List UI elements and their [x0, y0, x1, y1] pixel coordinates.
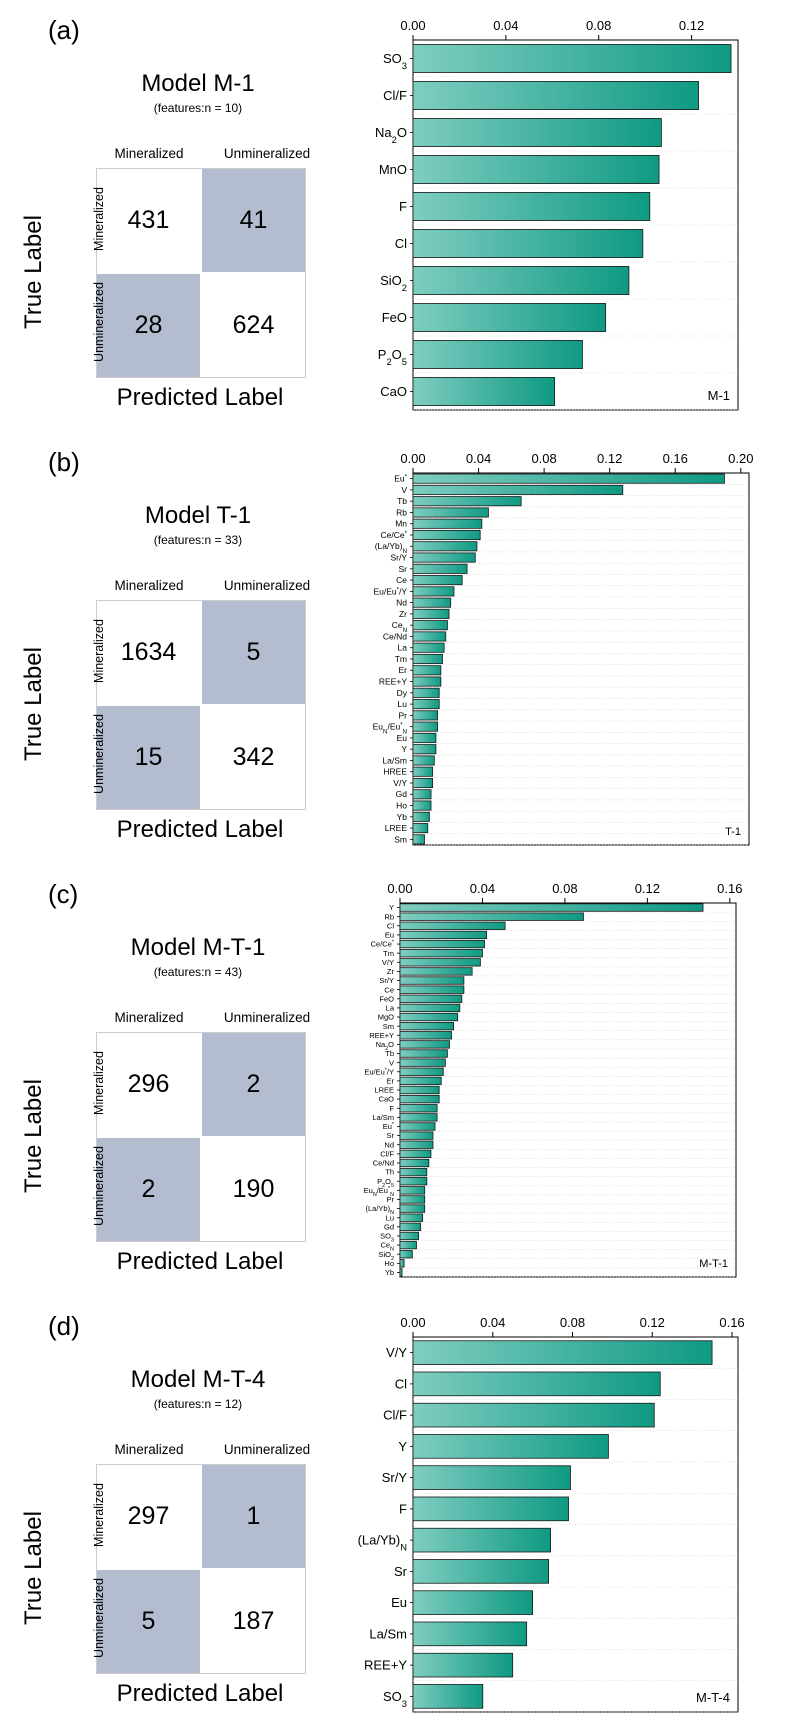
cell-fn: 41 [202, 169, 305, 272]
row-header-unmineralized: Unmineralized [92, 1578, 106, 1658]
cell-fp: 28 [97, 274, 200, 377]
confusion-matrix: 431 41 28 624 [96, 168, 306, 378]
row-header-unmineralized: Unmineralized [92, 714, 106, 794]
cell-tn: 187 [232, 1607, 275, 1635]
col-header-unmineralized: Unmineralized [223, 146, 311, 161]
true-label-axis-title: True Label [20, 1079, 47, 1193]
row-header-mineralized: Mineralized [92, 619, 106, 683]
panel-c: (c) Model M-T-1 (features:n = 43) Minera… [0, 864, 786, 1296]
col-header-mineralized: Mineralized [114, 1010, 184, 1025]
row-header-mineralized: Mineralized [92, 1483, 106, 1547]
col-header-unmineralized: Unmineralized [223, 578, 311, 593]
cell-tn: 624 [232, 311, 275, 339]
cell-tp: 297 [127, 1502, 170, 1530]
panel-label: (c) [48, 879, 79, 909]
row-header-unmineralized: Unmineralized [92, 282, 106, 362]
cell-tp: 431 [127, 206, 170, 234]
panel-a: (a) Model M-1 (features:n = 10) Minerali… [0, 0, 786, 432]
row-header-unmineralized: Unmineralized [92, 1146, 106, 1226]
cell-tn: 342 [232, 743, 275, 771]
row-header-mineralized: Mineralized [92, 187, 106, 251]
col-header-mineralized: Mineralized [114, 1442, 184, 1457]
cell-fn: 2 [202, 1033, 305, 1136]
predicted-label-axis-title: Predicted Label [116, 1680, 284, 1707]
cell-tp: 1634 [120, 638, 177, 666]
confusion-matrix: 297 1 5 187 [96, 1464, 306, 1674]
panel-d: (d) Model M-T-4 (features:n = 12) Minera… [0, 1296, 786, 1728]
confusion-matrix: 296 2 2 190 [96, 1032, 306, 1242]
model-title: Model M-T-1 [130, 934, 266, 961]
model-title: Model T-1 [144, 502, 252, 529]
cell-fp: 15 [97, 706, 200, 809]
cell-tn: 190 [232, 1175, 275, 1203]
confusion-matrix: 1634 5 15 342 [96, 600, 306, 810]
predicted-label-axis-title: Predicted Label [116, 816, 284, 843]
true-label-axis-title: True Label [20, 1511, 47, 1625]
col-header-mineralized: Mineralized [114, 146, 184, 161]
cell-fp: 2 [97, 1138, 200, 1241]
panel-b: (b) Model T-1 (features:n = 33) Minerali… [0, 432, 786, 864]
panel-label: (a) [48, 15, 80, 45]
cell-fn: 1 [202, 1465, 305, 1568]
cell-fp: 5 [97, 1570, 200, 1673]
features-note: (features:n = 12) [153, 1397, 243, 1411]
panel-label: (d) [48, 1311, 80, 1341]
features-note: (features:n = 33) [153, 533, 243, 547]
cell-fn: 5 [202, 601, 305, 704]
predicted-label-axis-title: Predicted Label [116, 384, 284, 411]
model-title: Model M-1 [141, 70, 255, 97]
true-label-axis-title: True Label [20, 647, 47, 761]
col-header-unmineralized: Unmineralized [223, 1442, 311, 1457]
true-label-axis-title: True Label [20, 215, 47, 329]
cell-tp: 296 [127, 1070, 170, 1098]
predicted-label-axis-title: Predicted Label [116, 1248, 284, 1275]
model-title: Model M-T-4 [130, 1366, 266, 1393]
features-note: (features:n = 10) [153, 101, 243, 115]
col-header-unmineralized: Unmineralized [223, 1010, 311, 1025]
features-note: (features:n = 43) [153, 965, 243, 979]
col-header-mineralized: Mineralized [114, 578, 184, 593]
panel-label: (b) [48, 447, 80, 477]
row-header-mineralized: Mineralized [92, 1051, 106, 1115]
